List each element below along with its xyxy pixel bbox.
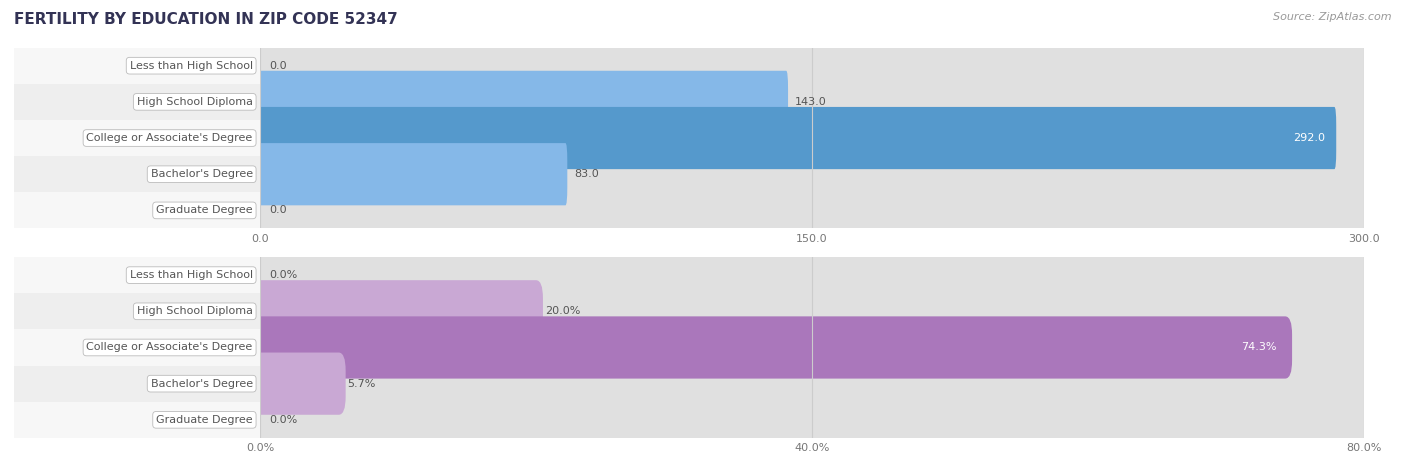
FancyBboxPatch shape xyxy=(260,156,1364,192)
FancyBboxPatch shape xyxy=(260,293,1364,329)
FancyBboxPatch shape xyxy=(260,84,1364,120)
Text: 5.7%: 5.7% xyxy=(347,378,375,389)
Text: 0.0%: 0.0% xyxy=(269,415,297,425)
Text: Bachelor's Degree: Bachelor's Degree xyxy=(150,378,253,389)
FancyBboxPatch shape xyxy=(253,280,543,342)
Text: 0.0%: 0.0% xyxy=(269,270,297,280)
FancyBboxPatch shape xyxy=(259,35,1365,97)
Text: High School Diploma: High School Diploma xyxy=(136,97,253,107)
FancyBboxPatch shape xyxy=(253,317,1292,378)
FancyBboxPatch shape xyxy=(14,156,260,192)
FancyBboxPatch shape xyxy=(260,192,1364,228)
FancyBboxPatch shape xyxy=(259,107,1336,169)
FancyBboxPatch shape xyxy=(260,329,1364,366)
FancyBboxPatch shape xyxy=(260,48,1364,84)
Text: 83.0: 83.0 xyxy=(574,169,599,179)
Text: College or Associate's Degree: College or Associate's Degree xyxy=(87,342,253,353)
FancyBboxPatch shape xyxy=(14,84,260,120)
FancyBboxPatch shape xyxy=(260,257,1364,293)
FancyBboxPatch shape xyxy=(253,389,1371,451)
Text: 20.0%: 20.0% xyxy=(546,306,581,317)
Text: 292.0: 292.0 xyxy=(1294,133,1326,143)
FancyBboxPatch shape xyxy=(253,353,346,415)
FancyBboxPatch shape xyxy=(14,293,260,329)
FancyBboxPatch shape xyxy=(260,366,1364,402)
Text: 0.0: 0.0 xyxy=(269,60,287,71)
Text: Graduate Degree: Graduate Degree xyxy=(156,415,253,425)
Text: High School Diploma: High School Diploma xyxy=(136,306,253,317)
FancyBboxPatch shape xyxy=(253,280,1371,342)
FancyBboxPatch shape xyxy=(253,244,1371,306)
FancyBboxPatch shape xyxy=(259,71,1365,133)
Text: 143.0: 143.0 xyxy=(794,97,827,107)
Text: Bachelor's Degree: Bachelor's Degree xyxy=(150,169,253,179)
FancyBboxPatch shape xyxy=(14,257,260,293)
FancyBboxPatch shape xyxy=(14,48,260,84)
FancyBboxPatch shape xyxy=(253,317,1371,378)
FancyBboxPatch shape xyxy=(14,120,260,156)
FancyBboxPatch shape xyxy=(14,366,260,402)
FancyBboxPatch shape xyxy=(14,402,260,438)
FancyBboxPatch shape xyxy=(259,179,1365,241)
Text: Source: ZipAtlas.com: Source: ZipAtlas.com xyxy=(1274,12,1392,22)
FancyBboxPatch shape xyxy=(260,402,1364,438)
FancyBboxPatch shape xyxy=(14,192,260,228)
Text: Graduate Degree: Graduate Degree xyxy=(156,205,253,216)
FancyBboxPatch shape xyxy=(259,71,787,133)
Text: College or Associate's Degree: College or Associate's Degree xyxy=(87,133,253,143)
Text: Less than High School: Less than High School xyxy=(129,270,253,280)
FancyBboxPatch shape xyxy=(260,120,1364,156)
Text: 74.3%: 74.3% xyxy=(1241,342,1277,353)
Text: Less than High School: Less than High School xyxy=(129,60,253,71)
FancyBboxPatch shape xyxy=(259,143,1365,205)
FancyBboxPatch shape xyxy=(14,329,260,366)
Text: 0.0: 0.0 xyxy=(269,205,287,216)
FancyBboxPatch shape xyxy=(259,107,1365,169)
FancyBboxPatch shape xyxy=(259,143,567,205)
FancyBboxPatch shape xyxy=(253,353,1371,415)
Text: FERTILITY BY EDUCATION IN ZIP CODE 52347: FERTILITY BY EDUCATION IN ZIP CODE 52347 xyxy=(14,12,398,27)
